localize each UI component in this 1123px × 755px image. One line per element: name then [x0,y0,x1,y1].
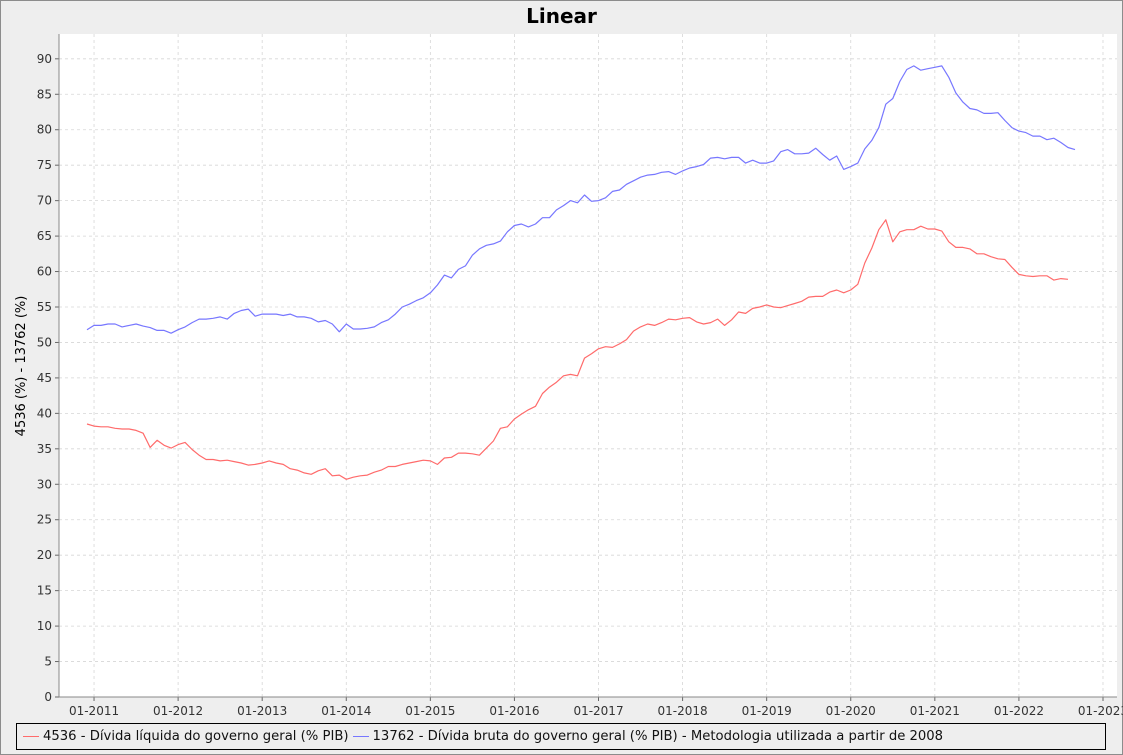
x-tick-label: 01-2018 [658,704,708,718]
y-tick-label: 55 [37,300,52,314]
y-tick-label: 10 [37,619,52,633]
x-tick-label: 01-2017 [573,704,623,718]
y-tick-label: 40 [37,406,52,420]
series-lines [86,65,1076,480]
legend-item-series-2: 13762 - Dívida bruta do governo geral (%… [352,729,944,744]
legend-label-series-2: 13762 - Dívida bruta do governo geral (%… [372,729,944,744]
x-tick-label: 01-2012 [153,704,203,718]
x-tick-label: 01-2015 [405,704,455,718]
series-line-2 [86,65,1076,334]
x-tick-label: 01-2016 [489,704,539,718]
y-tick-label: 80 [37,123,52,137]
legend-item-series-1: 4536 - Dívida líquida do governo geral (… [23,729,349,744]
y-tick-label: 20 [37,548,52,562]
x-tick-label: 01-2023 [1078,704,1123,718]
y-tick-label: 0 [44,690,52,704]
y-axis-title: 4536 (%) - 13762 (%) [14,296,29,437]
x-tick-label: 01-2020 [826,704,876,718]
y-tick-label: 60 [37,265,52,279]
series-line-1 [86,219,1069,480]
y-tick-label: 90 [37,52,52,66]
x-tick-label: 01-2019 [742,704,792,718]
y-tick-label: 15 [37,584,52,598]
axes [55,34,1117,701]
x-tick-label: 01-2011 [69,704,119,718]
y-tick-label: 35 [37,442,52,456]
y-tick-labels: 0 5 10 15 20 25 30 35 40 45 50 55 60 65 70 75 80 85 90 [37,52,52,704]
y-tick-label: 45 [37,371,52,385]
chart-plot-area: 0 5 10 15 20 25 30 35 40 45 50 55 60 65 70 75 80 85 90 01-… [14,34,1123,718]
y-tick-label: 75 [37,158,52,172]
x-tick-label: 01-2013 [237,704,287,718]
y-tick-label: 25 [37,513,52,527]
y-gridlines [59,58,1117,698]
legend-swatch-series-2 [352,736,369,737]
x-tick-label: 01-2014 [321,704,371,718]
legend-label-series-1: 4536 - Dívida líquida do governo geral (… [43,729,349,744]
x-tick-label: 01-2021 [910,704,960,718]
x-tick-labels: 01-2011 01-2012 01-2013 01-2014 01-2015 01-20… [69,704,1123,718]
y-tick-label: 30 [37,477,52,491]
y-tick-label: 85 [37,87,52,101]
x-tick-label: 01-2022 [994,704,1044,718]
y-tick-label: 5 [44,655,52,669]
plot-background [59,34,1117,697]
y-tick-label: 70 [37,194,52,208]
y-tick-label: 50 [37,335,52,349]
x-gridlines [93,34,1104,697]
y-tick-label: 65 [37,229,52,243]
legend-swatch-series-1 [23,736,39,737]
chart-title: Linear [526,4,597,28]
legend: 4536 - Dívida líquida do governo geral (… [16,723,1106,750]
